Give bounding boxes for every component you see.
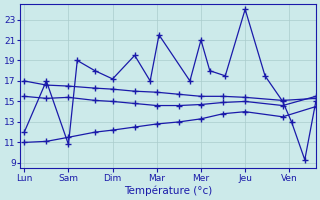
X-axis label: Température (°c): Température (°c) (124, 185, 212, 196)
